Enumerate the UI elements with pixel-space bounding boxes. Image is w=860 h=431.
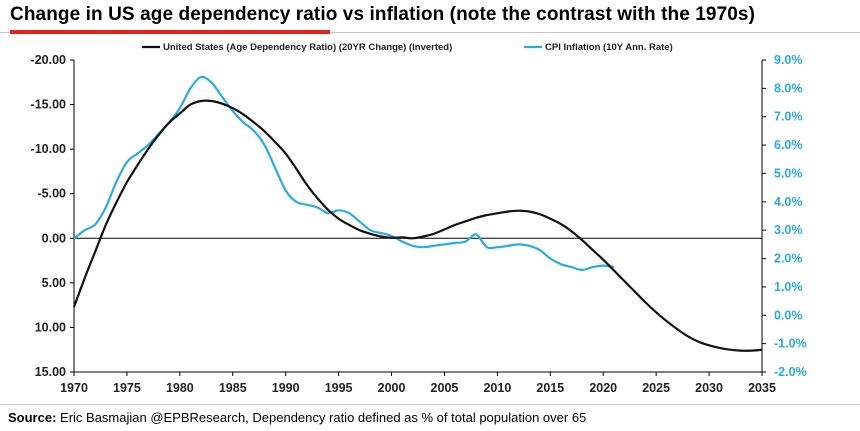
right-tick-label: 7.0%	[774, 110, 803, 124]
title-divider	[0, 32, 860, 33]
source-note: Source: Eric Basmajian @EPBResearch, Dep…	[8, 410, 586, 425]
x-tick-label: 1995	[325, 381, 353, 395]
left-tick-label: 5.00	[42, 276, 66, 290]
x-tick-label: 2005	[431, 381, 459, 395]
x-tick-label: 2030	[695, 381, 723, 395]
right-tick-label: 5.0%	[774, 166, 803, 180]
left-tick-label: -20.00	[31, 53, 66, 67]
right-tick-label: -2.0%	[774, 365, 807, 379]
x-tick-label: 1990	[272, 381, 300, 395]
x-tick-label: 1975	[113, 381, 141, 395]
title-accent-bar	[10, 30, 330, 34]
footer-divider	[0, 404, 860, 405]
x-tick-label: 2025	[642, 381, 670, 395]
left-tick-label: 0.00	[42, 231, 66, 245]
right-tick-label: 4.0%	[774, 195, 803, 209]
right-tick-label: 2.0%	[774, 252, 803, 266]
x-tick-label: 2000	[378, 381, 406, 395]
right-tick-label: 3.0%	[774, 223, 803, 237]
source-text: Eric Basmajian @EPBResearch, Dependency …	[56, 410, 587, 425]
left-tick-label: -15.00	[31, 98, 66, 112]
left-tick-label: 10.00	[35, 320, 66, 334]
legend-label-cpi-inflation: CPI Inflation (10Y Ann. Rate)	[545, 42, 673, 53]
x-tick-label: 2020	[589, 381, 617, 395]
x-tick-label: 2015	[536, 381, 564, 395]
right-tick-label: -1.0%	[774, 337, 807, 351]
x-tick-label: 1980	[166, 381, 194, 395]
source-label: Source:	[8, 410, 57, 425]
x-tick-label: 2010	[483, 381, 511, 395]
right-tick-label: 0.0%	[774, 308, 803, 322]
right-tick-label: 6.0%	[774, 138, 803, 152]
x-tick-label: 1970	[60, 381, 88, 395]
series-cpi-inflation-line	[73, 75, 614, 271]
series-age-dependency-line	[72, 99, 763, 352]
right-tick-label: 8.0%	[774, 81, 803, 95]
x-tick-label: 2035	[748, 381, 776, 395]
left-tick-label: 15.00	[35, 365, 66, 379]
legend-label-age-dependency: United States (Age Dependency Ratio) (20…	[163, 42, 452, 53]
x-tick-label: 1985	[219, 381, 247, 395]
chart-title: Change in US age dependency ratio vs inf…	[10, 4, 756, 25]
left-tick-label: -10.00	[31, 142, 66, 156]
right-tick-label: 1.0%	[774, 280, 803, 294]
right-tick-label: 9.0%	[774, 53, 803, 67]
left-tick-label: -5.00	[38, 187, 67, 201]
